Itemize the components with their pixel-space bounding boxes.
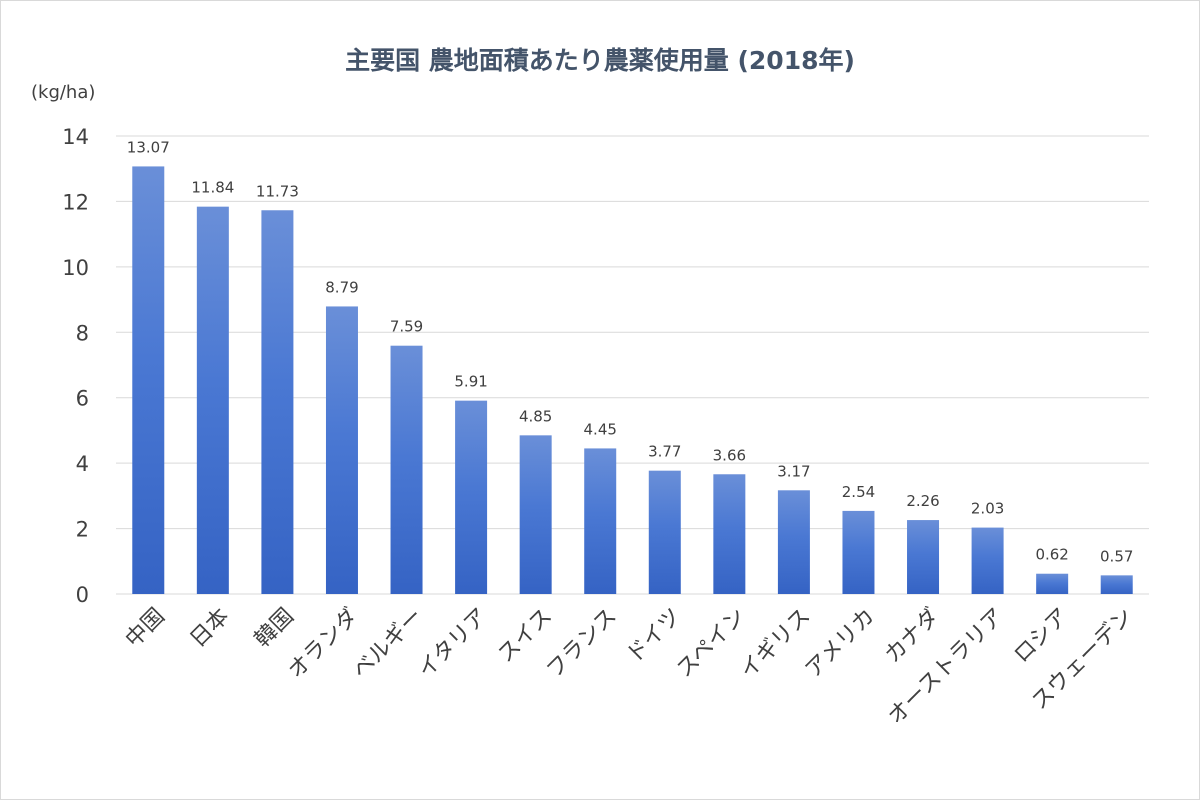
data-label-14: 0.62	[1035, 546, 1068, 564]
y-tick-label: 6	[76, 387, 89, 411]
bars	[132, 166, 1133, 595]
x-tick-label-6: スイス	[493, 604, 557, 668]
bar-9	[713, 474, 746, 594]
data-label-4: 7.59	[390, 318, 423, 336]
data-label-0: 13.07	[127, 138, 170, 156]
bar-0	[132, 166, 165, 594]
bar-5	[455, 400, 488, 594]
y-tick-label: 4	[76, 452, 89, 476]
y-axis-ticks: 0 2 4 6 8 10 12 14	[62, 125, 89, 607]
y-tick-label: 14	[62, 125, 89, 149]
bar-14	[1036, 573, 1069, 594]
bar-7	[584, 448, 617, 594]
data-label-10: 3.17	[777, 462, 810, 480]
bar-15	[1100, 575, 1133, 594]
bar-4	[390, 345, 423, 594]
bar-8	[648, 470, 681, 594]
x-tick-label-13: オーストラリア	[883, 604, 1009, 730]
bar-2	[261, 210, 294, 595]
data-label-9: 3.66	[713, 446, 746, 464]
x-tick-label-10: イギリス	[735, 604, 815, 684]
y-tick-label: 2	[76, 518, 89, 542]
x-tick-label-14: ロシア	[1009, 604, 1073, 668]
bar-11	[842, 510, 875, 594]
bar-10	[777, 490, 810, 594]
x-tick-label-2: 韓国	[250, 604, 299, 653]
x-tick-label-12: カナダ	[880, 604, 944, 668]
data-label-11: 2.54	[842, 483, 875, 501]
bar-6	[519, 435, 552, 594]
data-label-3: 8.79	[325, 278, 358, 296]
data-label-7: 4.45	[584, 420, 617, 438]
bar-12	[907, 520, 940, 594]
data-labels: 13.07 11.84 11.73 8.79 7.59 5.91 4.85 4.45 3.77 3…	[127, 138, 1134, 565]
y-axis-unit: (kg/ha)	[31, 82, 95, 103]
x-tick-label-4: ベルギー	[348, 604, 428, 684]
y-tick-label: 8	[76, 321, 89, 345]
bar-3	[325, 306, 358, 594]
x-tick-label-7: フランス	[542, 604, 622, 684]
data-label-15: 0.57	[1100, 547, 1133, 565]
x-tick-label-11: アメリカ	[801, 604, 880, 683]
data-label-6: 4.85	[519, 407, 552, 425]
data-label-2: 11.73	[256, 182, 299, 200]
data-label-1: 11.84	[191, 179, 234, 197]
data-label-12: 2.26	[906, 492, 939, 510]
x-tick-label-3: オランダ	[284, 604, 364, 684]
x-tick-label-8: ドイツ	[622, 604, 686, 668]
data-label-8: 3.77	[648, 443, 681, 461]
x-tick-label-1: 日本	[186, 604, 235, 653]
data-label-5: 5.91	[454, 373, 487, 391]
y-tick-label: 12	[62, 190, 89, 214]
bar-13	[971, 527, 1004, 594]
x-tick-label-5: イタリア	[413, 604, 492, 683]
chart-title: 主要国 農地面積あたり農薬使用量 (2018年)	[345, 46, 855, 75]
data-label-13: 2.03	[971, 500, 1004, 518]
x-tick-label-0: 中国	[121, 604, 170, 653]
y-tick-label: 10	[62, 256, 89, 280]
y-tick-label: 0	[76, 583, 89, 607]
bar-1	[196, 206, 229, 595]
